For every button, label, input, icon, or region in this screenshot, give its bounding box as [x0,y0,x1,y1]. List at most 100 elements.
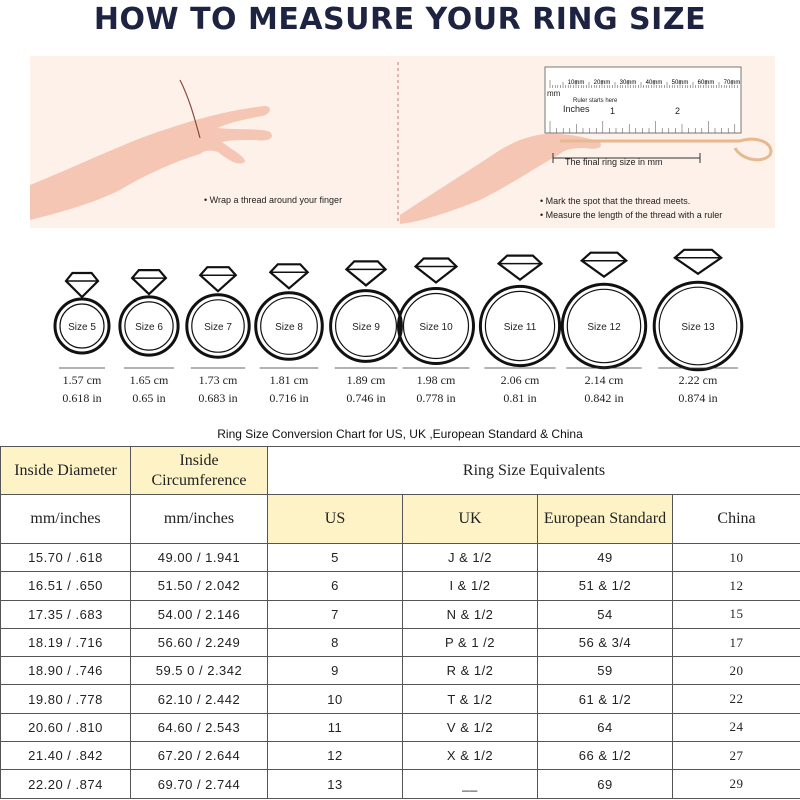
cell: 11 [267,712,403,743]
hand [400,133,602,224]
cell: 59 [537,656,673,686]
cell: 7 [267,599,403,629]
ring [53,297,111,355]
cell: 56 & 3/4 [537,627,673,658]
diamond [268,263,310,290]
cell: 69.70 / 2.744 [130,769,268,799]
table-row: 22.20 / .874 69.70 / 2.744 13 __ 69 29 [0,769,800,799]
diamond [344,260,388,287]
cell: 22.20 / .874 [0,769,131,799]
ring [484,290,556,362]
ring [397,287,475,365]
cell: 64.60 / 2.543 [130,712,268,743]
ring [59,303,105,349]
ring-inch: 0.874 in [678,391,717,405]
cell: 27 [671,741,800,771]
header-cell: Inside Diameter [0,446,131,495]
cell: 15.70 / .618 [0,542,131,573]
diamond [579,251,629,279]
ring-size: Size 13 [681,322,715,333]
cell: 59.5 0 / 2.342 [130,656,268,686]
table-row: 18.19 / .716 56.60 / 2.249 8 P & 1 /2 56 & 3… [0,627,800,658]
table-row: 20.60 / .810 64.60 / 2.543 11 V & 1/2 64 24 [0,712,800,743]
ruler-label: Inches [563,104,590,114]
cell: P & 1 /2 [402,627,538,658]
cell: R & 1/2 [402,656,538,686]
cell: 5 [267,542,403,573]
ring-size: Size 8 [275,322,303,333]
ruler-label: 70mm [724,80,741,86]
cell: 51 & 1/2 [537,571,673,601]
header-row: mm/inches mm/inches US UK European Standard C… [0,494,800,544]
ruler-label: The final ring size in mm [565,157,663,167]
cell: 10 [267,684,403,714]
ring-size: Size 9 [352,322,380,333]
cell: 18.90 / .746 [0,656,131,686]
cell: 56.60 / 2.249 [130,627,268,658]
ruler-label: 1 [610,106,615,116]
ring-cm: 1.65 cm [130,373,169,387]
cell: mm/inches [130,494,268,544]
table-row: 18.90 / .746 59.5 0 / 2.342 9 R & 1/2 59 20 [0,656,800,686]
ring-cm: 2.22 cm [679,373,718,387]
ruler-label: Ruler starts here [573,98,618,104]
cell: mm/inches [0,494,131,544]
ring-inch: 0.842 in [584,391,623,405]
ring-inch: 0.683 in [198,391,237,405]
ring-cm: 1.98 cm [417,373,456,387]
cell: China [671,494,800,544]
cell: 17 [671,627,800,658]
cell: US [267,494,403,544]
cell: 6 [267,571,403,601]
instruction: • Wrap a thread around your finger [204,195,342,205]
ring [118,295,180,357]
thread [560,137,773,162]
cell: 12 [671,571,800,601]
ring-size: Size 6 [135,322,163,333]
ring [658,286,738,366]
ring [478,284,562,368]
ruler-label: 40mm [646,80,663,86]
ruler-label: 60mm [698,80,715,86]
ring [185,293,251,359]
cell: 22 [671,684,800,714]
illustration: 10mm 20mm 30mm 40mm 50mm 60mm 70mm mm Ruler st… [30,56,775,405]
diamond [413,257,459,284]
ruler-label: 30mm [620,80,637,86]
cell: X & 1/2 [402,741,538,771]
title: HOW TO MEASURE YOUR RING SIZE [93,2,707,37]
diamond [198,266,238,293]
table-row: 17.35 / .683 54.00 / 2.146 7 N & 1/2 54 15 [0,599,800,629]
cell: European Standard [537,494,673,544]
cell: 62.10 / 2.442 [130,684,268,714]
diamond [130,269,168,296]
cell: 64 [537,712,673,743]
cell: 54 [537,599,673,629]
ring-inch: 0.81 in [503,391,536,405]
ruler-label: 20mm [594,80,611,86]
cell: UK [402,494,538,544]
caption: Ring Size Conversion Chart for US, UK ,E… [217,427,583,441]
cell: 12 [267,741,403,771]
header-cell: Inside Circumference [130,446,268,495]
cell: I & 1/2 [402,571,538,601]
ring [329,289,403,363]
cell: 19.80 / .778 [0,684,131,714]
cell: 8 [267,627,403,658]
conversion-table: Inside Diameter Inside Circumference Rin… [0,446,800,799]
cell: 13 [267,769,403,799]
ring [254,291,324,361]
ring-inch: 0.65 in [132,391,165,405]
cell: 9 [267,656,403,686]
ring-size: Size 5 [68,322,96,333]
header-cell: Ring Size Equivalents [266,446,800,495]
hand [30,106,273,220]
ring-cm: 2.06 cm [501,373,540,387]
cell: 51.50 / 2.042 [130,571,268,601]
ring-inch: 0.618 in [62,391,101,405]
cell: 20 [671,656,800,686]
cell: 18.19 / .716 [0,627,131,658]
cell: 54.00 / 2.146 [130,599,268,629]
ring-size: Size 10 [419,322,453,333]
